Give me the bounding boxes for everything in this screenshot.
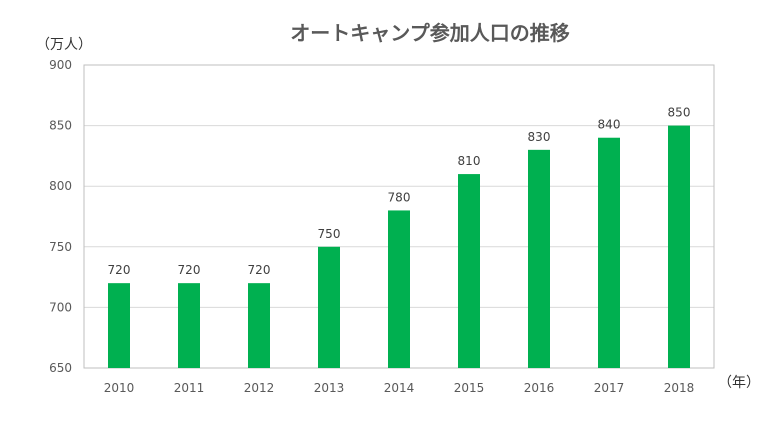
data-label: 810	[458, 154, 481, 168]
x-tick-label: 2017	[594, 381, 625, 395]
bar-2010	[108, 283, 130, 368]
x-tick-label: 2016	[524, 381, 555, 395]
x-axis-unit-label: （年）	[718, 375, 760, 391]
data-label: 750	[318, 227, 341, 241]
bar-2016	[528, 149, 550, 368]
data-label: 850	[668, 106, 691, 120]
x-tick-label: 2018	[664, 381, 695, 395]
x-tick-label: 2015	[454, 381, 485, 395]
chart-title: オートキャンプ参加人口の推移	[290, 21, 569, 45]
x-tick-label: 2014	[384, 381, 415, 395]
data-labels: 720 720 720 750 780 810 830 840 850	[108, 106, 691, 278]
y-tick-label: 700	[49, 300, 72, 314]
x-tick-label: 2013	[314, 381, 345, 395]
x-tick-label: 2012	[244, 381, 275, 395]
y-tick-label: 750	[49, 240, 72, 254]
x-axis-ticks: 2010 2011 2012 2013 2014 2015 2016 2017 2018	[104, 381, 695, 395]
data-label: 840	[598, 118, 621, 132]
data-label: 720	[178, 263, 201, 277]
bar-2015	[458, 174, 480, 368]
y-tick-label: 800	[49, 179, 72, 193]
y-axis-ticks: 650 700 750 800 850 900	[49, 58, 72, 375]
bar-2012	[248, 283, 270, 368]
bar-2018	[668, 125, 690, 368]
data-label: 720	[248, 263, 271, 277]
data-label: 720	[108, 263, 131, 277]
bar-2017	[598, 137, 620, 368]
x-tick-label: 2010	[104, 381, 135, 395]
y-tick-label: 650	[49, 361, 72, 375]
y-tick-label: 850	[49, 119, 72, 133]
y-tick-label: 900	[49, 58, 72, 72]
data-label: 780	[388, 190, 411, 204]
y-axis-unit-label: （万人）	[36, 37, 92, 53]
bars	[108, 125, 690, 368]
bar-2013	[318, 246, 340, 368]
data-label: 830	[528, 130, 551, 144]
x-tick-label: 2011	[174, 381, 205, 395]
bar-2011	[178, 283, 200, 368]
bar-2014	[388, 210, 410, 368]
